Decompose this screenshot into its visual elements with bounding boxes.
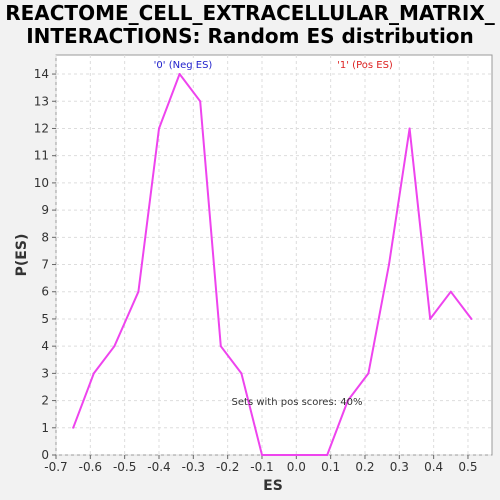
data-point <box>113 345 116 348</box>
pos-es-label: '1' (Pos ES) <box>337 60 393 71</box>
data-point <box>326 454 329 456</box>
y-tick-label: 11 <box>34 149 49 163</box>
chart-title-line2: INTERACTIONS: Random ES distribution <box>26 24 474 48</box>
grid <box>55 55 492 456</box>
x-tick-label: -0.5 <box>113 460 136 474</box>
y-tick-label: 0 <box>41 448 49 462</box>
x-tick-label: 0.2 <box>355 460 374 474</box>
data-point <box>199 100 202 103</box>
data-point <box>367 372 370 375</box>
y-tick-label: 7 <box>41 258 49 272</box>
y-tick-label: 3 <box>41 366 49 380</box>
x-tick-label: -0.1 <box>250 460 273 474</box>
y-tick-label: 12 <box>34 121 49 135</box>
x-tick-label: 0.0 <box>287 460 306 474</box>
y-tick-label: 2 <box>41 394 49 408</box>
data-point <box>388 263 391 266</box>
data-point <box>178 73 181 76</box>
es-distribution-line <box>72 73 473 456</box>
data-point <box>260 454 263 456</box>
y-tick-label: 14 <box>34 67 49 81</box>
data-point <box>449 290 452 293</box>
x-tick-label: -0.2 <box>216 460 239 474</box>
x-tick-label: -0.4 <box>147 460 170 474</box>
y-tick-label: 10 <box>34 176 49 190</box>
y-axis-label: P(ES) <box>14 234 30 277</box>
data-point <box>281 454 284 456</box>
x-tick-label: -0.3 <box>182 460 205 474</box>
chart-title-line1: REACTOME_CELL_EXTRACELLULAR_MATRIX_ <box>5 1 495 25</box>
data-point <box>470 317 473 320</box>
data-point <box>240 372 243 375</box>
y-tick-label: 13 <box>34 94 49 108</box>
y-tick-label: 8 <box>41 230 49 244</box>
plot-area <box>55 54 493 456</box>
y-tick-label: 4 <box>41 339 49 353</box>
data-point <box>219 345 222 348</box>
pos-scores-annotation: Sets with pos scores: 40% <box>232 397 363 408</box>
x-tick-label: 0.4 <box>424 460 443 474</box>
x-tick-label: 0.5 <box>458 460 477 474</box>
y-tick-label: 5 <box>41 312 49 326</box>
data-point <box>157 127 160 130</box>
y-tick-label: 6 <box>41 285 49 299</box>
neg-es-label: '0' (Neg ES) <box>154 60 213 71</box>
data-point <box>72 426 75 429</box>
y-tick-label: 1 <box>41 421 49 435</box>
data-point <box>429 317 432 320</box>
y-tick-label: 9 <box>41 203 49 217</box>
x-tick-label: -0.7 <box>44 460 67 474</box>
data-point <box>305 454 308 456</box>
x-tick-label: 0.3 <box>390 460 409 474</box>
x-axis-label: ES <box>263 478 283 494</box>
data-point <box>92 372 95 375</box>
x-tick-label: -0.6 <box>79 460 102 474</box>
data-point <box>137 290 140 293</box>
data-point <box>408 127 411 130</box>
series-layer <box>72 73 473 456</box>
x-tick-label: 0.1 <box>321 460 340 474</box>
data-point <box>346 399 349 402</box>
